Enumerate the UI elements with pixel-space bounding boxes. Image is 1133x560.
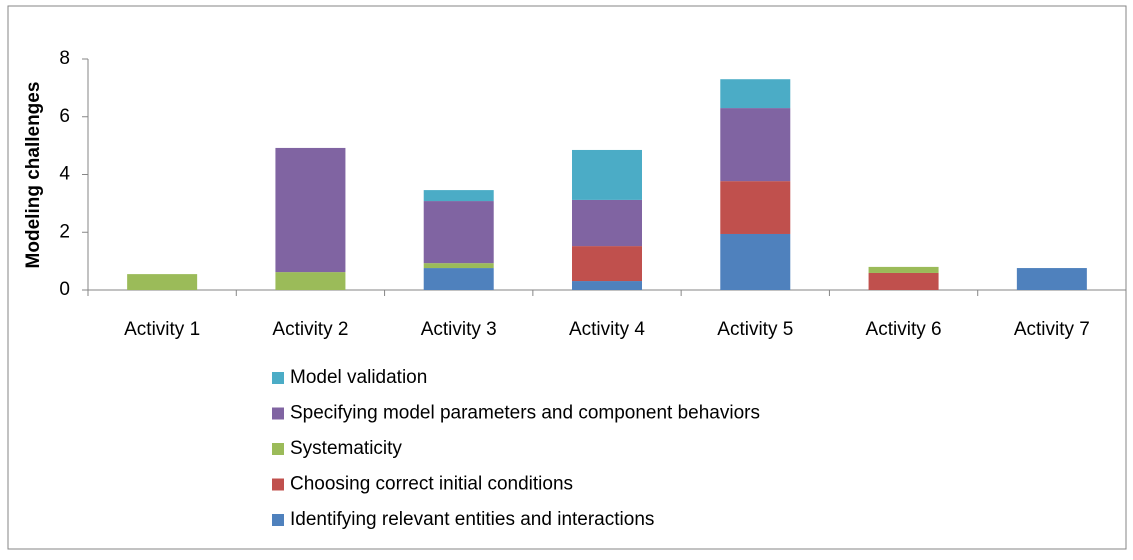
legend-label: Specifying model parameters and componen…	[290, 403, 760, 424]
legend-label: Model validation	[290, 367, 427, 388]
bar-segment	[720, 79, 791, 109]
legend-label: Identifying relevant entities and intera…	[290, 509, 654, 530]
x-tick-label: Activity 4	[569, 319, 645, 340]
y-tick-label: 2	[59, 221, 70, 242]
bar-segment	[868, 266, 939, 273]
y-tick-label: 0	[59, 279, 70, 300]
legend-swatch	[272, 443, 284, 455]
bar-segment	[275, 147, 346, 273]
bar-segment	[572, 199, 642, 247]
bar-segment	[720, 108, 791, 182]
y-tick-label: 4	[59, 164, 70, 185]
bar-segment	[572, 149, 642, 200]
bar-segment	[868, 272, 939, 290]
legend-label: Systematicity	[290, 438, 402, 459]
bar-segment	[720, 181, 791, 234]
bar-segment	[720, 233, 791, 290]
x-tick-label: Activity 2	[272, 319, 348, 340]
legend-label: Choosing correct initial conditions	[290, 474, 573, 495]
bar-segment	[423, 201, 494, 264]
x-tick-label: Activity 6	[866, 319, 942, 340]
legend-swatch	[272, 372, 284, 384]
bar-segment	[1016, 268, 1087, 290]
legend-swatch	[272, 514, 284, 526]
bar-segment	[423, 268, 494, 290]
x-tick-label: Activity 7	[1014, 319, 1090, 340]
y-tick-label: 8	[59, 48, 70, 69]
bar-segment	[572, 281, 642, 290]
bar-segment	[423, 190, 494, 202]
legend-swatch	[272, 478, 284, 491]
x-tick-label: Activity 5	[717, 319, 793, 340]
y-axis-label: Modeling challenges	[23, 82, 44, 269]
x-tick-label: Activity 3	[421, 319, 497, 340]
bar-segment	[423, 263, 494, 269]
x-tick-label: Activity 1	[124, 319, 200, 340]
y-tick-label: 6	[59, 106, 70, 127]
bar-segment	[127, 274, 198, 290]
bar-segment	[275, 272, 346, 290]
legend-swatch	[272, 407, 284, 420]
bar-segment	[572, 246, 642, 282]
